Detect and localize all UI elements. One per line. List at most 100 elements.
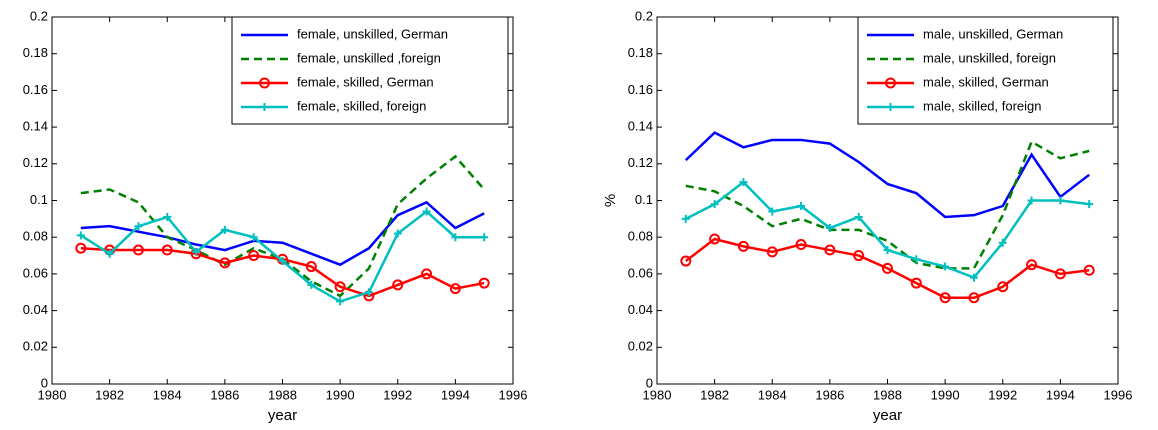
legend-label: female, skilled, foreign (297, 98, 426, 113)
y-tick-label: 0.12 (23, 155, 48, 170)
x-tick-label: 1980 (38, 387, 67, 402)
point (393, 229, 402, 238)
y-tick-label: 0 (646, 375, 653, 390)
point (797, 202, 806, 211)
y-tick-label: 0.08 (628, 229, 653, 244)
y-tick-label: 0 (41, 375, 48, 390)
point (680, 255, 692, 267)
point (451, 233, 460, 242)
legend-label: female, unskilled, German (297, 26, 448, 41)
x-tick-label: 1988 (268, 387, 297, 402)
x-tick-label: 1996 (1104, 387, 1133, 402)
point (392, 279, 404, 291)
point (939, 292, 951, 304)
legend-label: male, unskilled, foreign (923, 50, 1056, 65)
point (709, 233, 721, 245)
y-tick-label: 0.1 (30, 192, 48, 207)
legend-label: male, unskilled, German (923, 26, 1063, 41)
y-tick-label: 0.16 (628, 82, 653, 97)
point (737, 240, 749, 252)
point (1085, 200, 1094, 209)
y-tick-label: 0.02 (628, 339, 653, 354)
series-line (684, 131, 1090, 219)
point (1056, 196, 1065, 205)
point (75, 242, 87, 254)
x-tick-label: 1980 (643, 387, 672, 402)
point (912, 255, 921, 264)
point (853, 250, 865, 262)
y-tick-label: 0.06 (628, 265, 653, 280)
point (248, 250, 260, 262)
legend-label: female, unskilled ,foreign (297, 50, 441, 65)
y-tick-label: 0.16 (23, 82, 48, 97)
point (422, 207, 431, 216)
y-axis-label: % (602, 194, 619, 207)
legend-marker (259, 77, 270, 89)
x-tick-label: 1994 (441, 387, 470, 402)
point (710, 200, 719, 209)
y-tick-label: 0.02 (23, 339, 48, 354)
point (364, 288, 373, 297)
x-tick-label: 1984 (758, 387, 787, 402)
point (480, 233, 489, 242)
y-tick-label: 0.04 (628, 302, 653, 317)
point (249, 233, 258, 242)
legend-label: male, skilled, German (923, 74, 1049, 89)
point (421, 268, 433, 280)
x-tick-label: 1986 (815, 387, 844, 402)
point (941, 262, 950, 271)
legend-marker (886, 103, 895, 111)
y-tick-label: 0.18 (23, 45, 48, 60)
point (968, 292, 980, 304)
x-tick-label: 1992 (988, 387, 1017, 402)
x-tick-label: 1988 (873, 387, 902, 402)
y-tick-label: 0.04 (23, 302, 48, 317)
point (825, 224, 834, 233)
point (134, 222, 143, 231)
point (681, 214, 690, 223)
point (76, 231, 85, 240)
x-tick-label: 1986 (210, 387, 239, 402)
series-line (80, 200, 485, 267)
y-tick-label: 0.2 (635, 8, 653, 23)
y-tick-label: 0.2 (30, 8, 48, 23)
point (161, 244, 173, 256)
point (795, 239, 807, 251)
point (1054, 268, 1066, 280)
y-tick-label: 0.14 (628, 119, 653, 134)
point (278, 257, 287, 266)
x-tick-label: 1994 (1046, 387, 1075, 402)
legend-marker (885, 77, 896, 89)
legend-marker (260, 103, 269, 111)
point (449, 283, 461, 295)
point (1026, 259, 1038, 271)
x-axis-label: year (268, 407, 297, 424)
point (305, 261, 317, 273)
point (336, 297, 345, 306)
x-tick-label: 1982 (700, 387, 729, 402)
point (105, 249, 114, 258)
point (219, 257, 231, 269)
x-tick-label: 1984 (153, 387, 182, 402)
point (1027, 196, 1036, 205)
point (739, 178, 748, 187)
y-tick-label: 0.12 (628, 155, 653, 170)
point (883, 246, 892, 255)
point (132, 244, 144, 256)
x-tick-label: 1992 (383, 387, 412, 402)
y-tick-label: 0.06 (23, 265, 48, 280)
point (1083, 264, 1095, 276)
point (307, 280, 316, 289)
point (766, 246, 778, 258)
point (768, 207, 777, 216)
point (882, 262, 893, 274)
x-tick-label: 1990 (931, 387, 960, 402)
x-tick-label: 1982 (95, 387, 124, 402)
point (220, 225, 229, 234)
x-tick-label: 1990 (326, 387, 355, 402)
point (163, 213, 172, 222)
y-tick-label: 0.18 (628, 45, 653, 60)
point (969, 273, 978, 282)
point (478, 277, 490, 289)
